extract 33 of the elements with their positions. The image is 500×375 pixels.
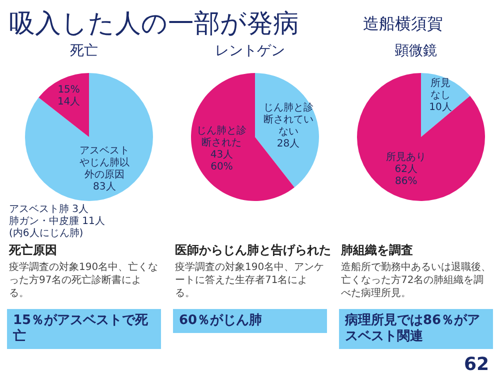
data-label: 15% 14人: [57, 84, 80, 108]
data-label: 43人 60%: [210, 149, 234, 172]
chart-subtitle: 死亡: [69, 42, 99, 61]
data-label: 62人 86%: [394, 164, 418, 187]
data-label: 10人: [429, 102, 452, 113]
slice-label: じん肺と診断された: [196, 124, 247, 148]
pie-slice: [255, 73, 319, 188]
slice-label: 所見あり: [386, 150, 426, 163]
chart-title: 吸入した人の一部が発病: [9, 8, 299, 41]
pie-slice: [357, 73, 485, 201]
text: 疫学調査の対象190名中、アンケートに答えた生存者71名による。: [174, 260, 326, 301]
text: (内6人にじん肺): [9, 228, 84, 240]
text: 60％がじん肺: [173, 309, 327, 333]
text: 62: [464, 354, 489, 375]
slice-label: じん肺と診断されていない: [263, 101, 314, 138]
pie-slice: [38, 73, 89, 137]
text: 肺組織を調査: [340, 242, 414, 259]
text: 死亡原因: [8, 242, 58, 259]
data-label: 83人: [93, 181, 116, 192]
data-label: 28人: [276, 138, 300, 150]
text: 造船所で勤務中あるいは退職後、亡くなった方72名の肺組織を調べた病理所見。: [340, 260, 492, 301]
pie-slice: [25, 73, 153, 201]
text: 肺ガン・中皮腫 11人: [9, 216, 106, 228]
text: 疫学調査の対象190名中、亡くなった方97名の死亡診断書による。: [8, 260, 160, 301]
text: 医師からじん肺と告げられた: [174, 242, 332, 259]
chart-title: 造船横須賀: [363, 14, 443, 35]
text: アスベスト肺 3人: [9, 204, 90, 216]
text: 15％がアスベストで死亡: [7, 309, 161, 349]
text: 病理所見では86％がアスベスト関連: [339, 309, 493, 349]
slice-label: アスベストやじん肺以外の原因: [79, 145, 130, 180]
chart-subtitle: 顕微鏡: [394, 42, 438, 61]
slice-label: 所見なし: [430, 76, 450, 101]
chart-subtitle: レントゲン: [214, 42, 286, 61]
